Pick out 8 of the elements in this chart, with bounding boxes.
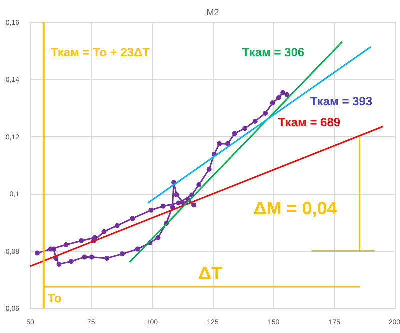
annotation: Ткам = То + 23ΔТ xyxy=(51,46,151,60)
ref-line-label: To xyxy=(48,292,62,306)
annotation: ΔM = 0,04 xyxy=(254,198,338,218)
annotation: Ткам = 393 xyxy=(310,94,373,108)
annotation: ΔT xyxy=(198,264,222,284)
annotation: Ткам = 306 xyxy=(242,46,305,60)
chart-title: M2 xyxy=(206,8,220,18)
annotation: Ткам = 689 xyxy=(278,116,341,130)
